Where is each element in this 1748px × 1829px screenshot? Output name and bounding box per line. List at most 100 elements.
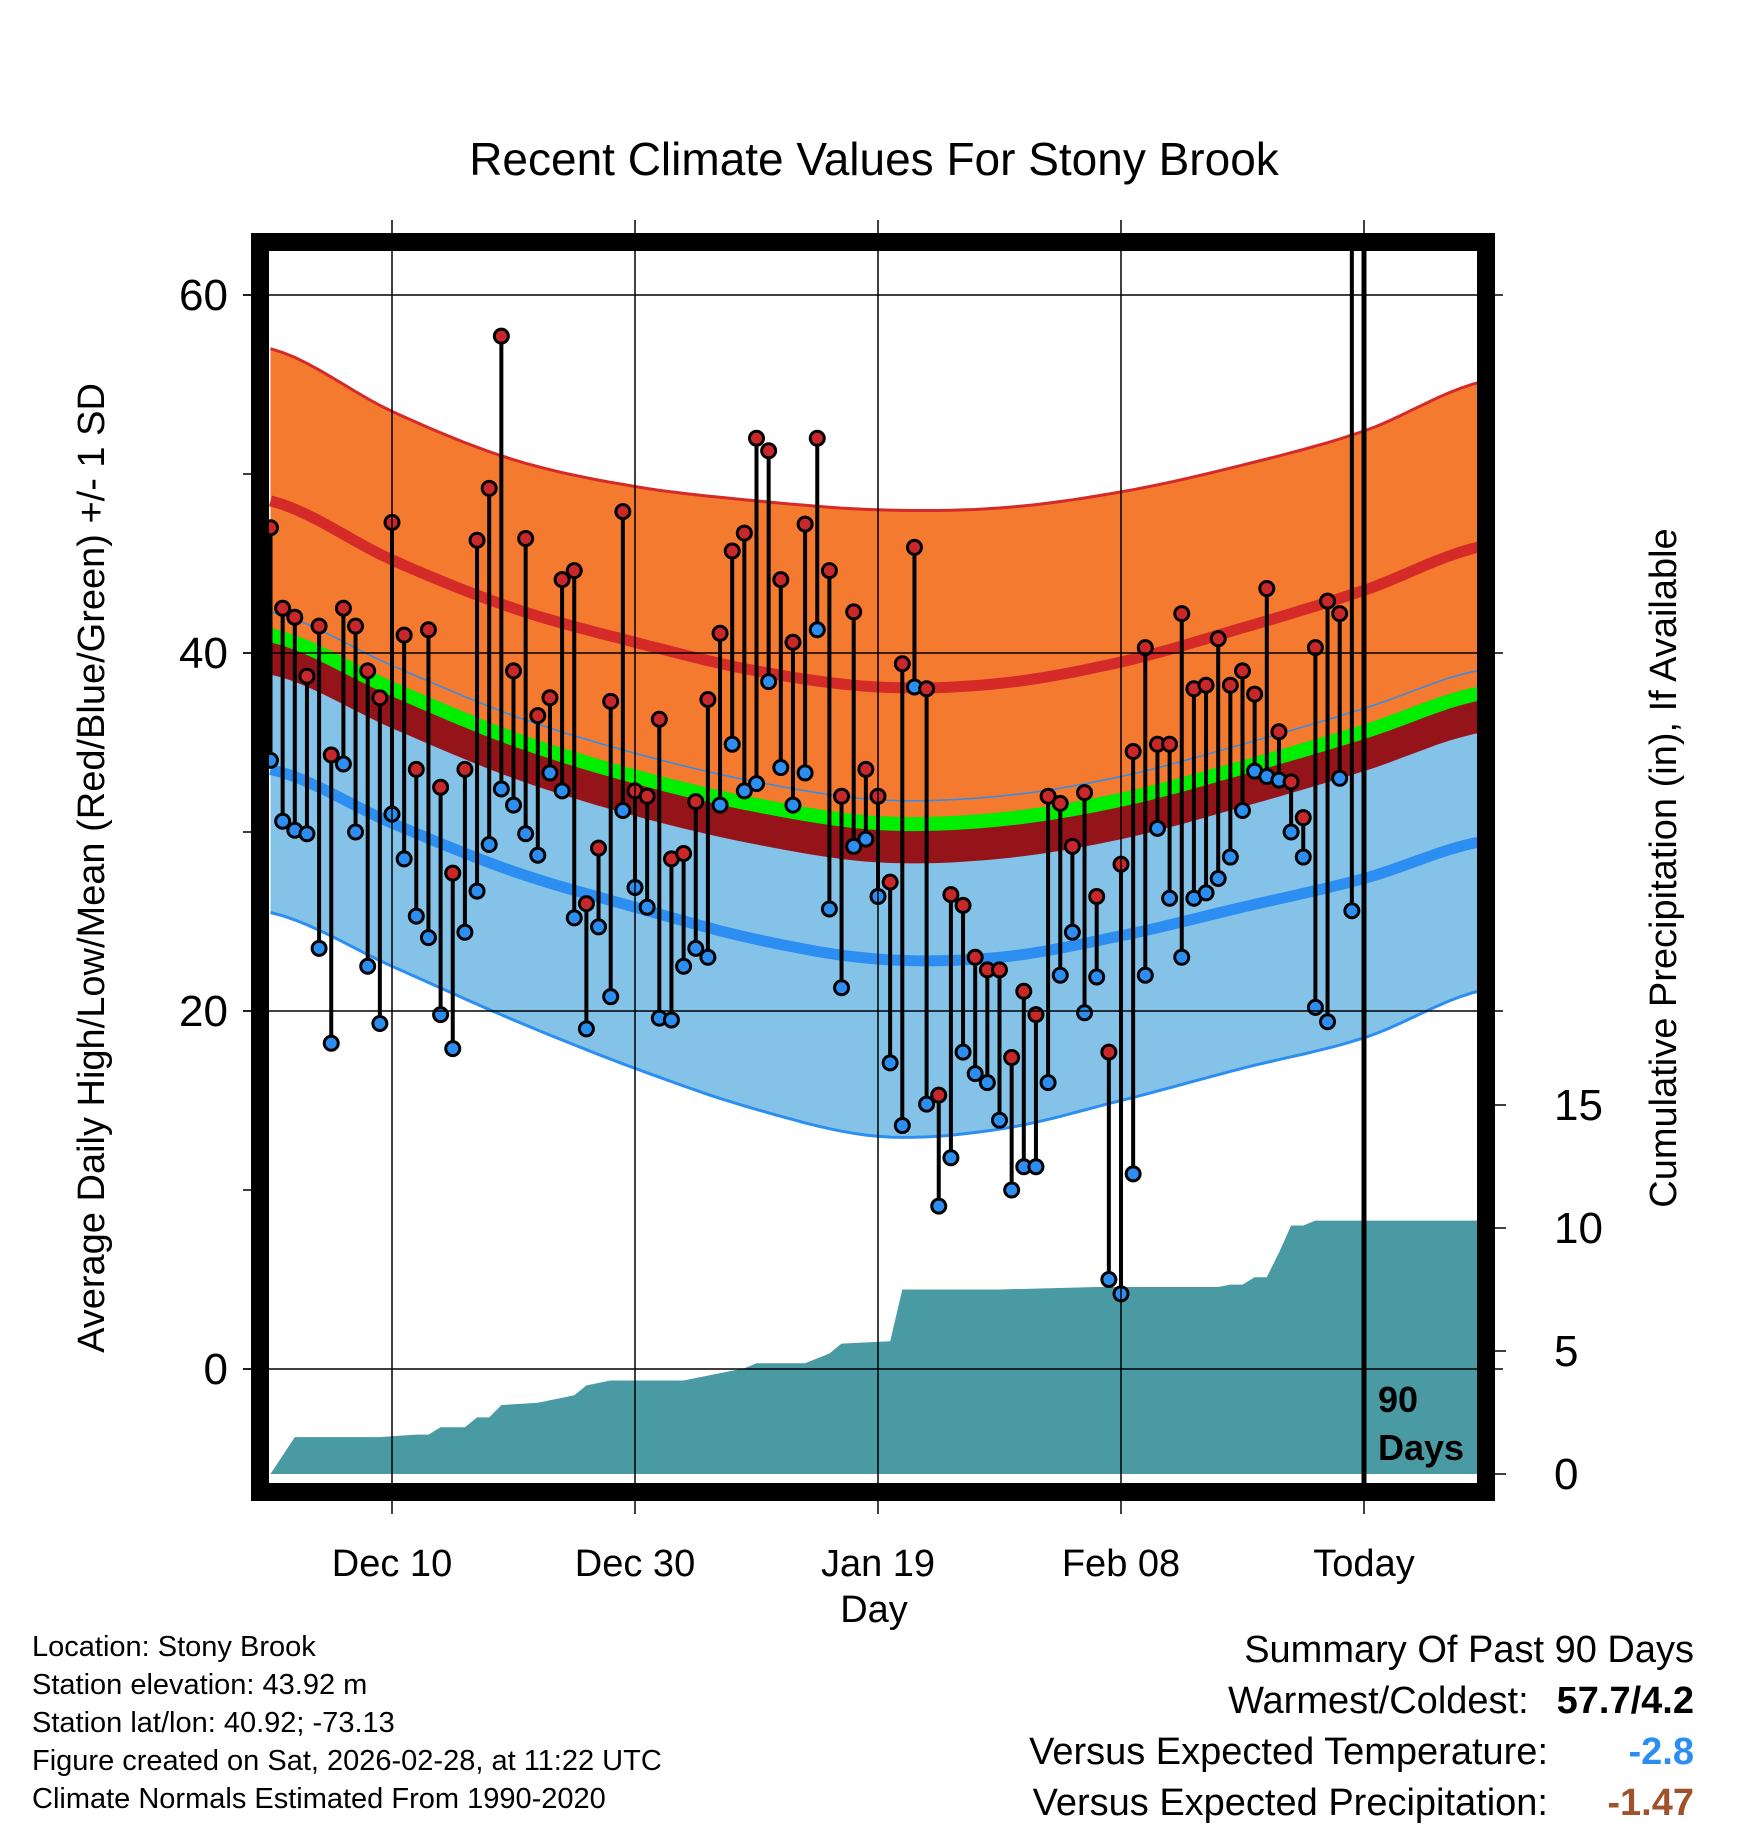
temp-anomaly-row: Versus Expected Temperature: -2.8 [1029,1727,1694,1778]
daily-high-point [590,839,608,857]
daily-low-point [407,907,425,925]
daily-high-point [371,689,389,707]
daily-high-point [1051,794,1069,812]
daily-high-point [456,760,474,778]
daily-low-point [833,979,851,997]
daily-low-point [978,1074,996,1092]
chart-title: Recent Climate Values For Stony Brook [469,133,1280,185]
daily-low-point [784,796,802,814]
daily-low-point [1221,848,1239,866]
daily-low-point [274,812,292,830]
daily-high-point [1161,735,1179,753]
daily-low-point [735,782,753,800]
daily-high-point [1197,676,1215,694]
y-tick-label: 60 [179,271,228,320]
daily-high-point [492,327,510,345]
precip-area [270,1220,1478,1474]
precip-anomaly-row: Versus Expected Precipitation: -1.47 [1029,1778,1694,1829]
plot-clip-group [268,250,1478,1474]
plot-frame [251,233,1495,1501]
daily-low-point [347,823,365,841]
daily-high-point [1088,887,1106,905]
daily-high-point [1015,982,1033,1000]
daily-low-point [1136,966,1154,984]
daily-high-point [268,519,279,537]
daily-high-point [930,1086,948,1104]
daily-low-point [1331,769,1349,787]
y2-tick-label: 0 [1554,1450,1578,1499]
precip-anomaly-value: -1.47 [1607,1782,1694,1824]
daily-high-point [1209,630,1227,648]
daily-high-point [1173,605,1191,623]
daily-low-point [322,1034,340,1052]
daily-high-point [541,689,559,707]
daily-low-point [1343,902,1361,920]
daily-high-point [833,787,851,805]
daily-high-point [517,529,535,547]
daily-low-point [577,1020,595,1038]
daily-low-point [602,988,620,1006]
daily-low-point [1051,966,1069,984]
daily-low-point [553,782,571,800]
daily-low-point [1197,884,1215,902]
y-axis-label: Average Daily High/Low/Mean (Red/Blue/Gr… [71,383,113,1353]
daily-low-point [1100,1271,1118,1288]
daily-high-point [480,479,498,497]
daily-low-point [881,1054,899,1072]
y2-tick-label: 10 [1554,1204,1603,1253]
daily-low-point [772,759,790,777]
daily-high-point [1039,787,1057,805]
daily-low-point [1088,968,1106,986]
daily-high-point [893,655,911,673]
daily-high-point [614,503,632,521]
x-tick-label: Dec 30 [575,1543,695,1585]
daily-high-point [1136,639,1154,657]
warmest-coldest-value: 57.7/4.2 [1556,1680,1694,1722]
elevation-text: Station elevation: 43.92 m [32,1669,368,1701]
daily-low-point [505,796,522,814]
daily-high-point [675,844,693,862]
location-text: Location: Stony Brook [32,1631,316,1663]
daily-high-point [1076,784,1094,802]
daily-low-point [711,796,729,814]
daily-low-point [1148,819,1166,837]
daily-low-point [662,1011,680,1029]
daily-low-point [371,1015,389,1033]
daily-low-point [492,780,510,798]
precip-anomaly-label: Versus Expected Precipitation: [1032,1782,1548,1824]
temp-anomaly-label: Versus Expected Temperature: [1029,1731,1548,1773]
daily-high-point [760,442,778,460]
daily-high-point [699,691,717,709]
daily-high-point [820,562,838,580]
daily-low-point [298,825,316,843]
x-tick-label: Jan 19 [821,1543,935,1585]
daily-high-point [1003,1049,1021,1067]
daily-high-point [966,948,984,966]
daily-high-point [419,621,437,639]
daily-low-point [456,923,474,941]
daily-high-point [468,531,486,549]
daily-low-point [1076,1004,1094,1022]
x-tick-label: Dec 10 [332,1543,452,1585]
daily-low-point [893,1117,911,1135]
daily-low-point [1209,870,1227,888]
temp-anomaly-value: -2.8 [1628,1731,1694,1773]
daily-high-point [334,599,352,617]
daily-low-point [1161,889,1179,907]
daily-high-point [298,667,316,685]
daily-low-point [808,621,826,639]
daily-high-point [1258,580,1276,598]
daily-high-point [395,626,413,644]
daily-high-point [407,760,425,778]
daily-low-point [1039,1074,1057,1092]
daily-low-point [991,1111,1008,1129]
daily-low-point [1003,1181,1021,1199]
station-info: Location: Stony Brook Station elevation:… [32,1628,662,1818]
daily-high-point [735,524,753,542]
daily-high-point [310,617,328,635]
daily-low-point [699,948,717,966]
daily-low-point [918,1095,936,1113]
daily-high-point [1246,685,1264,703]
daily-high-point [1270,723,1288,741]
latlon-text: Station lat/lon: 40.92; -73.13 [32,1707,395,1739]
